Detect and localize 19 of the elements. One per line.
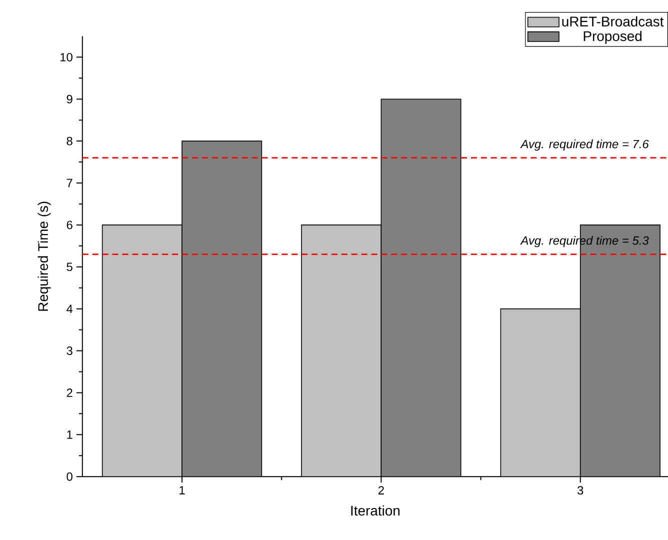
y-tick-label: 1: [67, 430, 72, 439]
legend-label: Proposed: [584, 30, 642, 44]
y-tick-label: 2: [66, 388, 72, 397]
legend-label: uRET-Broadcast: [562, 16, 664, 27]
y-tick-label: 10: [60, 52, 72, 62]
x-tick-label: 3: [577, 486, 584, 495]
y-tick-label: 3: [66, 346, 72, 355]
ref-line-label: Avg. required time = 7.6: [520, 140, 649, 151]
y-tick-label: 6: [66, 220, 72, 230]
y-tick-label: 9: [66, 94, 72, 104]
y-tick-label: 0: [66, 472, 72, 481]
y-tick-label: 8: [66, 136, 72, 146]
y-axis-title: Required Time (s): [38, 202, 51, 311]
x-tick-label: 1: [180, 486, 185, 494]
x-axis-title: Iteration: [351, 505, 400, 516]
y-tick-label: 5: [66, 262, 72, 272]
x-tick-label: 2: [378, 486, 384, 494]
y-tick-label: 7: [66, 178, 72, 188]
y-tick-label: 4: [66, 304, 73, 313]
